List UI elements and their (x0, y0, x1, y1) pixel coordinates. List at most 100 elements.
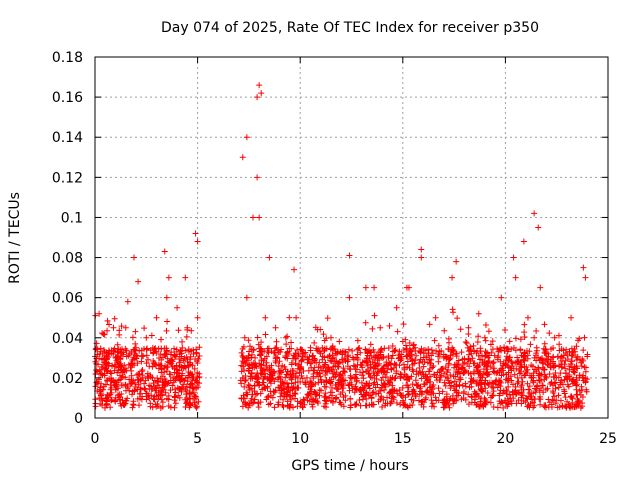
data-point (551, 334, 558, 341)
y-tick-label: 0.14 (52, 130, 83, 146)
data-point (559, 354, 566, 361)
data-point (110, 324, 117, 331)
data-point (457, 374, 464, 381)
data-point (128, 378, 135, 385)
x-tick-label: 0 (91, 431, 100, 447)
data-point (371, 284, 378, 291)
data-point (506, 354, 513, 361)
data-point (239, 374, 246, 381)
plot-frame (94, 56, 609, 419)
data-point (118, 374, 125, 381)
data-point (245, 384, 252, 391)
data-point (440, 354, 447, 361)
x-tick-label: 10 (291, 431, 309, 447)
data-point (108, 384, 115, 391)
data-point (512, 274, 519, 281)
data-point (424, 374, 431, 381)
data-point (535, 224, 542, 231)
data-point (412, 344, 419, 351)
data-point (327, 334, 334, 341)
data-point (568, 314, 575, 321)
data-point (465, 324, 472, 331)
y-tick-label: 0.02 (52, 371, 83, 387)
data-point (307, 344, 314, 351)
data-point (286, 374, 293, 381)
data-point (293, 314, 300, 321)
data-point (582, 274, 589, 281)
data-point (266, 254, 273, 261)
y-axis-label: ROTI / TECUs (7, 192, 23, 284)
data-point (498, 294, 505, 301)
data-point (254, 94, 261, 101)
data-point (194, 238, 201, 245)
data-point (266, 374, 273, 381)
x-tick-label: 5 (193, 431, 202, 447)
data-point (490, 384, 497, 391)
data-point (362, 284, 369, 291)
data-point (432, 314, 439, 321)
data-point (130, 254, 137, 261)
data-point (453, 258, 460, 265)
data-point (418, 246, 425, 253)
data-point (98, 390, 105, 397)
y-tick-label: 0.08 (52, 251, 83, 267)
data-point (254, 174, 261, 181)
data-point (576, 374, 583, 381)
data-point (543, 374, 550, 381)
x-tick-labels: 0 5 10 15 20 25 (91, 431, 617, 447)
y-tick-label: 0.04 (52, 331, 83, 347)
data-point (346, 294, 353, 301)
data-point (184, 324, 191, 331)
data-point (524, 314, 531, 321)
data-point (102, 364, 109, 371)
data-point (354, 354, 361, 361)
data-point (385, 354, 392, 361)
data-point (297, 378, 304, 385)
data-point (194, 314, 201, 321)
data-point (143, 334, 150, 341)
data-point (135, 278, 142, 285)
background-noise-points (92, 306, 591, 411)
y-tick-label: 0.1 (61, 210, 83, 226)
data-point (399, 384, 406, 391)
x-tick-label: 20 (496, 431, 514, 447)
data-point (449, 274, 456, 281)
data-point (369, 374, 376, 381)
data-point (276, 384, 283, 391)
data-point (174, 304, 181, 311)
data-point (291, 266, 298, 273)
data-point (403, 284, 410, 291)
x-tick-label: 25 (599, 431, 617, 447)
data-point (510, 254, 517, 261)
y-tick-label: 0.18 (52, 50, 83, 66)
data-point (418, 254, 425, 261)
data-point (163, 294, 170, 301)
data-point (190, 374, 197, 381)
data-points (92, 82, 591, 411)
data-point (124, 298, 131, 305)
data-point (165, 274, 172, 281)
data-point (153, 314, 160, 321)
data-point (473, 364, 480, 371)
data-point (96, 310, 103, 317)
data-point (133, 344, 140, 351)
data-point (161, 248, 168, 255)
data-point (377, 324, 384, 331)
data-point (537, 284, 544, 291)
data-point (262, 314, 269, 321)
axis-ticks (94, 56, 609, 419)
data-point (481, 334, 488, 341)
data-point (393, 304, 400, 311)
data-point (282, 334, 289, 341)
data-point (346, 252, 353, 259)
data-point (272, 324, 279, 331)
data-point (180, 384, 187, 391)
y-tick-label: 0.12 (52, 170, 83, 186)
data-point (256, 214, 263, 221)
y-tick-label: 0.06 (52, 291, 83, 307)
data-point (169, 374, 176, 381)
data-point (250, 214, 257, 221)
data-point (137, 384, 144, 391)
data-point (520, 238, 527, 245)
